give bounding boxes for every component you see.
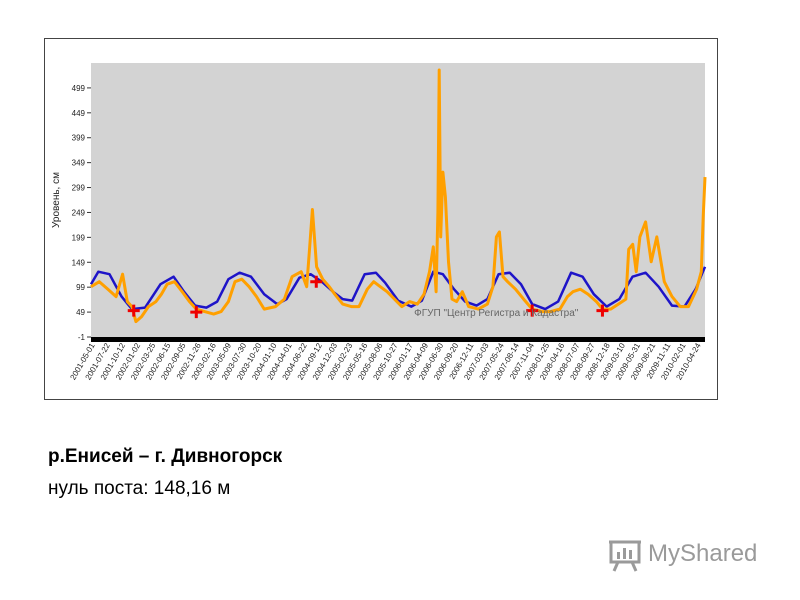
- chart-frame: -1 49 99 149 199 249 299 349 399 449 499 Уровень, с…: [44, 38, 718, 400]
- logo-text: MyShared: [648, 540, 758, 567]
- series-line-orange: [90, 68, 707, 324]
- red-cross-marker: [526, 304, 539, 317]
- y-tick-label: 399: [72, 134, 86, 143]
- y-tick-label: -1: [78, 333, 86, 342]
- red-cross-marker: [596, 304, 609, 317]
- y-tick-label: 149: [72, 258, 86, 267]
- y-tick-label: 249: [72, 208, 86, 217]
- y-tick-label: 499: [72, 84, 86, 93]
- watermark-text: ФГУП "Центр Регистра и Кадастра": [414, 308, 579, 319]
- plot-area: [91, 63, 705, 337]
- y-tick-label: 299: [72, 184, 86, 193]
- x-axis-bar: [91, 337, 705, 342]
- red-cross-marker: [190, 306, 203, 319]
- y-tick-label: 449: [72, 109, 86, 118]
- level-chart: -1 49 99 149 199 249 299 349 399 449 499 Уровень, с…: [51, 63, 707, 381]
- y-tick-label: 199: [72, 233, 86, 242]
- y-tick-label: 349: [72, 159, 86, 168]
- series-line-blue: [89, 266, 707, 311]
- red-cross-marker: [127, 304, 140, 317]
- y-tick-label: 99: [76, 283, 85, 292]
- myshared-logo: MyShared: [608, 536, 768, 572]
- red-cross-marker: [310, 275, 323, 288]
- gauge-datum: нуль поста: 148,16 м: [48, 478, 231, 499]
- station-title: р.Енисей – г. Дивногорск: [48, 446, 283, 467]
- y-axis-label: Уровень, см: [51, 172, 62, 228]
- y-tick-label: 49: [76, 308, 85, 317]
- presentation-board-icon: [609, 540, 641, 572]
